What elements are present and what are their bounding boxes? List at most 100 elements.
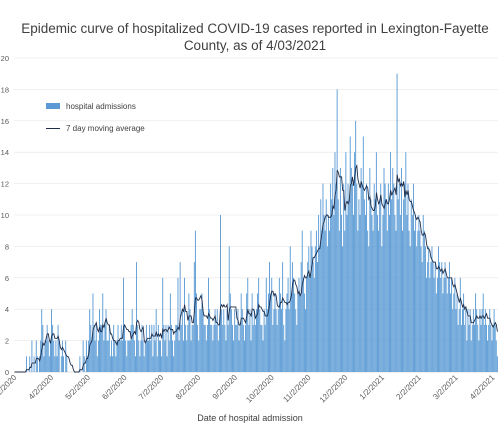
bar — [297, 293, 299, 372]
bar — [423, 230, 425, 372]
bar — [51, 309, 52, 372]
bar — [239, 324, 241, 372]
bar — [129, 340, 131, 372]
bar — [470, 340, 472, 372]
bar — [424, 246, 426, 372]
bar — [152, 356, 154, 372]
bar — [390, 152, 392, 372]
bar — [181, 309, 183, 372]
bar — [189, 309, 191, 372]
bar — [293, 277, 294, 372]
bar — [43, 356, 45, 372]
bar — [166, 356, 168, 372]
bar — [385, 199, 387, 372]
bar — [204, 324, 206, 372]
bar — [435, 293, 437, 372]
bar — [278, 277, 280, 372]
bar — [206, 324, 208, 372]
bar — [25, 356, 27, 372]
bar — [418, 215, 420, 372]
bar — [286, 293, 288, 372]
bar — [434, 262, 436, 372]
bar — [156, 356, 158, 372]
x-tick-label: 2/2/2021 — [394, 373, 423, 402]
bar — [128, 340, 130, 372]
bar — [41, 309, 43, 372]
bar — [163, 324, 165, 372]
bar — [382, 215, 384, 372]
bar — [260, 324, 262, 372]
bar — [285, 309, 287, 372]
bar — [490, 324, 492, 372]
bar — [455, 309, 457, 372]
bar — [61, 340, 63, 372]
bar — [257, 293, 259, 372]
bar — [351, 183, 353, 372]
bar — [164, 340, 166, 372]
bar — [108, 324, 110, 372]
bar — [126, 356, 128, 372]
bar — [373, 183, 375, 372]
bar — [395, 230, 397, 372]
bar — [334, 152, 336, 372]
bar — [459, 277, 461, 372]
bar — [29, 356, 31, 372]
bar — [419, 230, 421, 372]
bar — [236, 324, 238, 372]
bar — [429, 277, 431, 372]
bar — [289, 246, 291, 372]
bar — [148, 340, 150, 372]
bar — [153, 324, 155, 372]
bar — [124, 324, 126, 372]
bar — [235, 324, 237, 372]
bar — [210, 324, 212, 372]
bar — [407, 183, 409, 372]
bar — [386, 230, 388, 372]
bar — [247, 277, 249, 372]
bar — [114, 340, 116, 372]
bar — [441, 262, 443, 372]
bar — [35, 340, 37, 372]
bar — [138, 340, 140, 372]
y-tick-label: 0 — [5, 368, 9, 377]
bar — [377, 215, 378, 372]
bar — [306, 277, 308, 372]
bar — [143, 356, 145, 372]
bar — [228, 246, 230, 372]
bar — [288, 309, 290, 372]
bar — [155, 309, 157, 372]
bar — [39, 356, 40, 372]
bar — [369, 167, 371, 372]
bar — [169, 293, 171, 372]
bar — [102, 293, 104, 372]
bar — [427, 262, 429, 372]
bar — [225, 340, 227, 372]
bar — [366, 183, 368, 372]
bar — [144, 340, 146, 372]
bar — [170, 324, 172, 372]
bar — [469, 309, 471, 372]
bar — [320, 199, 322, 372]
bar — [58, 340, 60, 372]
bar — [412, 183, 414, 372]
bar — [135, 356, 136, 372]
y-tick-label: 4 — [5, 305, 9, 314]
bar — [374, 199, 376, 372]
bar — [245, 324, 247, 372]
bar — [121, 340, 123, 372]
bar — [443, 277, 445, 372]
y-tick-label: 12 — [1, 180, 9, 189]
bar — [248, 324, 250, 372]
bar — [378, 230, 380, 372]
bar — [482, 293, 484, 372]
bar — [445, 277, 447, 372]
x-tick-label: 12/2/2020 — [318, 373, 350, 405]
y-tick-label: 10 — [1, 211, 9, 220]
bar — [284, 340, 286, 372]
y-tick-labels: 0 2 4 6 8 10 12 14 16 18 20 — [1, 54, 9, 377]
x-tick-label: 5/2/2020 — [64, 373, 93, 402]
bar — [137, 324, 139, 372]
bar — [60, 356, 62, 372]
bar — [481, 309, 483, 372]
bar — [197, 324, 199, 372]
